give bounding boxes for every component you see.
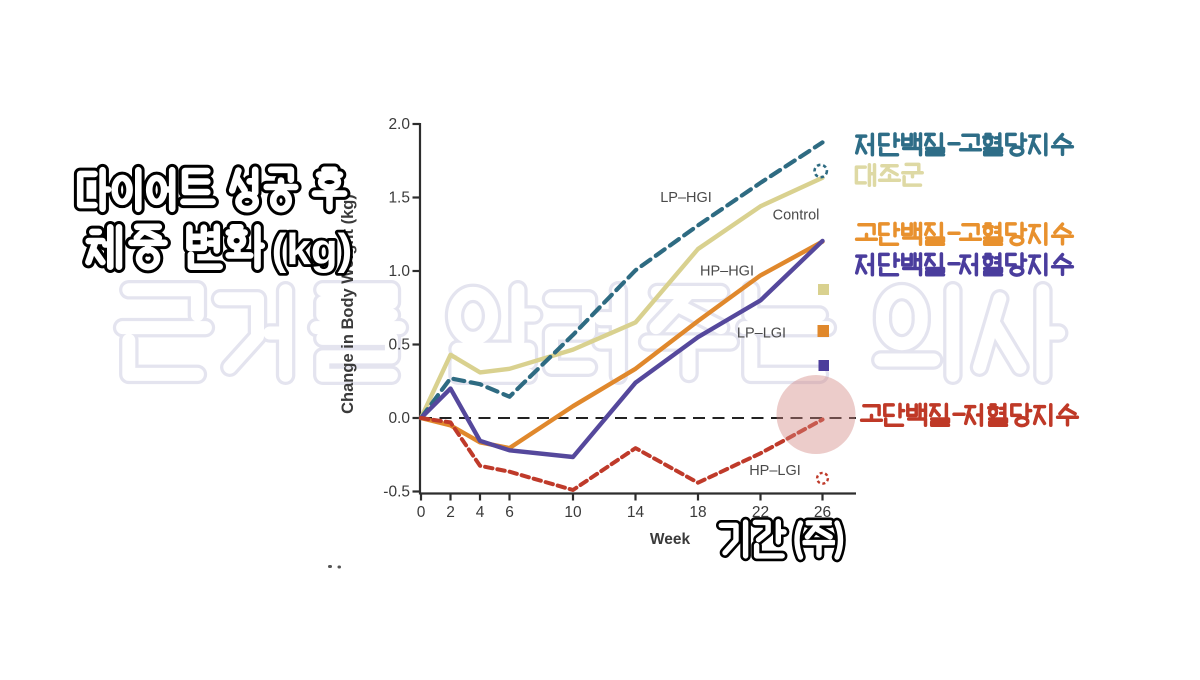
svg-text:HP–HGI: HP–HGI [700,264,754,280]
svg-text:1.0: 1.0 [388,263,410,280]
svg-text:Control: Control [773,208,820,224]
svg-text:18: 18 [689,504,706,521]
svg-text:-0.5: -0.5 [383,484,410,501]
svg-text:10: 10 [564,504,582,521]
svg-text:2.0: 2.0 [388,116,410,133]
svg-text:14: 14 [627,504,645,521]
svg-text:LP–HGI: LP–HGI [660,190,712,206]
svg-text:Change in Body Weight (kg): Change in Body Weight (kg) [339,194,357,414]
svg-text:2: 2 [446,504,455,521]
svg-text:0.5: 0.5 [388,337,410,354]
svg-text:6: 6 [505,504,514,521]
svg-text:1.5: 1.5 [388,190,410,207]
svg-text:LP–LGI: LP–LGI [737,326,786,342]
svg-text:22: 22 [752,504,769,521]
svg-text:HP–LGI: HP–LGI [749,463,801,479]
svg-text:4: 4 [476,504,485,521]
svg-text:0: 0 [417,504,426,521]
svg-text:0.0: 0.0 [388,410,410,427]
svg-text:Week: Week [650,531,691,548]
svg-text:26: 26 [814,504,831,521]
svg-text:(kg): (kg) [272,225,353,274]
